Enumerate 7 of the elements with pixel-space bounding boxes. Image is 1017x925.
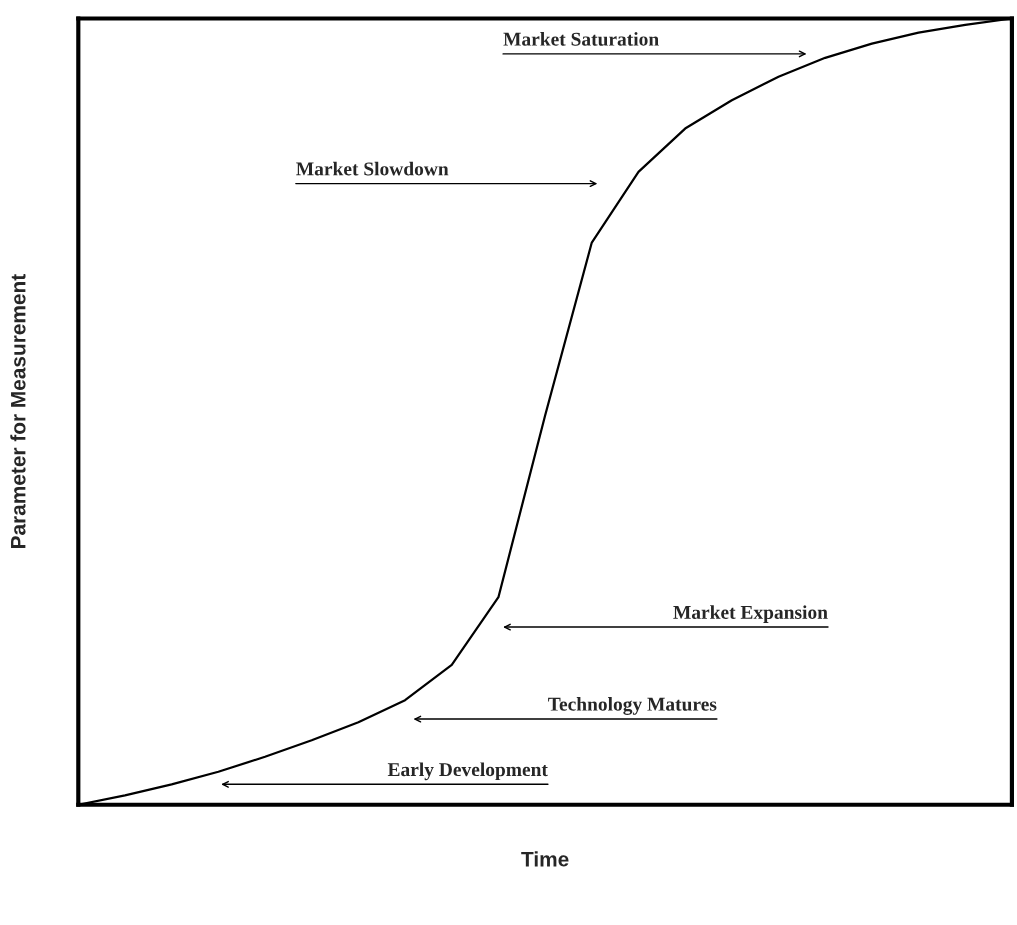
annotation: Market Saturation [503, 32, 659, 46]
annotation: Early Development [387, 762, 548, 781]
annotation: Market Slowdown [296, 161, 449, 176]
annotation: Technology Matures [548, 697, 717, 715]
x-axis-title: Time [521, 851, 569, 867]
annotation: Market Expansion [673, 605, 828, 623]
y-axis-title: Parameter for Measurement [10, 274, 26, 549]
